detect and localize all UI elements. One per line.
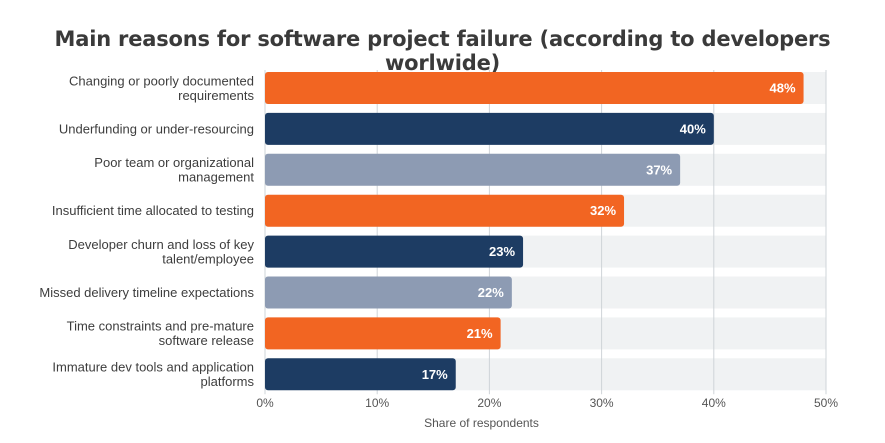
data-label-8: 17% (422, 367, 448, 382)
data-label-5: 23% (489, 244, 515, 259)
data-label-2: 40% (680, 121, 706, 136)
bar-1 (265, 72, 804, 104)
bar-6 (265, 276, 512, 309)
chart-title: Main reasons for software project failur… (54, 27, 831, 75)
bar-7 (265, 317, 501, 350)
category-label-5: Developer churn and loss of key talent/em… (68, 237, 254, 267)
category-label-4: Insufficient time allocated to testing (52, 203, 254, 218)
x-tick-label: 40% (702, 396, 726, 410)
bar-2 (265, 112, 714, 145)
bar-5 (265, 235, 524, 268)
bar-8 (265, 358, 456, 391)
x-tick-label: 20% (477, 396, 501, 410)
category-label-7: Time constraints and pre-mature software … (67, 319, 254, 349)
category-label-8: Immature dev tools and application platfo… (52, 360, 254, 390)
data-label-1: 48% (770, 81, 796, 96)
category-label-3: Poor team or organizational management (94, 155, 254, 185)
category-label-6: Missed delivery timeline expectations (39, 285, 254, 300)
x-axis-title: Share of respondents (424, 416, 539, 430)
data-label-7: 21% (467, 326, 493, 341)
bar-4 (265, 194, 625, 227)
category-label-1: Changing or poorly documented requirement… (69, 73, 255, 103)
x-tick-label: 10% (365, 396, 389, 410)
data-label-6: 22% (478, 285, 504, 300)
x-tick-label: 0% (256, 396, 274, 410)
x-tick-label: 30% (590, 396, 614, 410)
category-label-2: Underfunding or under-resourcing (59, 121, 254, 136)
data-label-4: 32% (590, 203, 616, 218)
bar-3 (265, 153, 681, 186)
x-tick-label: 50% (814, 396, 838, 410)
data-label-3: 37% (646, 162, 672, 177)
